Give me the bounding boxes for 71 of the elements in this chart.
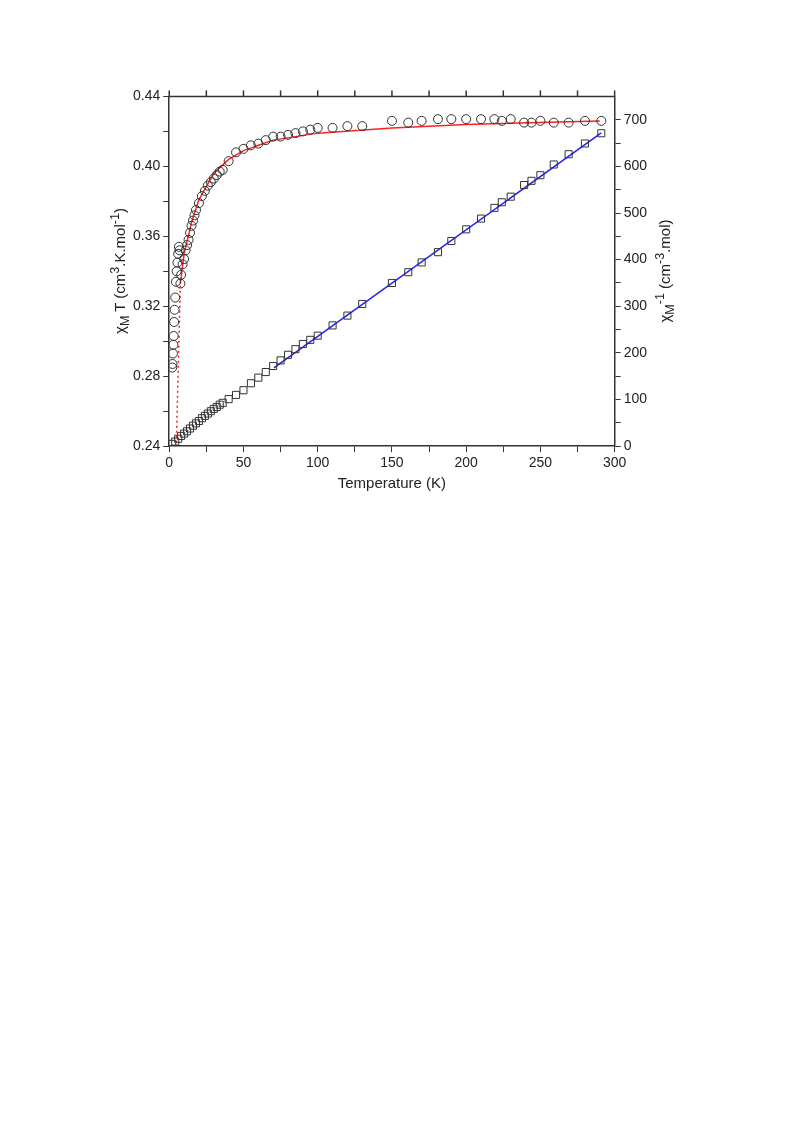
point [269,361,278,371]
point [209,404,218,413]
x-tick-label: 0 [165,454,174,471]
y2-tick-label: 700 [623,110,648,127]
y2-tick-label: 600 [623,157,648,174]
point [200,411,209,420]
point [462,225,471,234]
point [186,424,195,433]
point [291,345,300,354]
point [306,335,315,344]
point [564,150,573,159]
y-tick-label: 0.24 [133,437,161,454]
y2-tick-label: 500 [623,203,648,220]
point [520,180,529,190]
point [497,198,506,207]
x-tick-label: 100 [306,454,330,471]
point [203,409,212,418]
point [283,350,293,359]
point [506,192,515,201]
y-tick-label: 0.40 [133,157,161,174]
point [433,248,442,257]
point [549,160,558,169]
x-tick-label: 300 [602,454,627,471]
y-tick-label: 0.36 [133,227,161,244]
x-tick-label: 150 [380,454,404,471]
y2-tick-label: 300 [623,297,648,314]
y-tick-label: 0.28 [133,367,161,384]
point [261,368,270,377]
x-tick-label: 50 [235,454,252,471]
point [358,299,367,308]
y2-tick-label: 0 [623,437,632,454]
point [224,395,233,404]
y2-tick-label: 200 [623,343,648,360]
point [597,129,606,138]
point [254,373,263,382]
point [197,414,206,423]
point [298,340,307,349]
x-axis-title: Temperature (K) [337,474,447,492]
point [343,311,352,320]
point [194,416,203,426]
point [212,402,221,412]
point [206,407,215,416]
point [232,390,241,399]
point [536,171,545,180]
point [246,379,255,388]
point [174,434,183,443]
point [490,203,499,212]
point [580,139,589,148]
y-tick-label: 0.44 [133,87,161,104]
y-tick-label: 0.32 [133,297,161,314]
point [476,214,486,223]
point [183,427,192,436]
point [417,258,426,267]
x-tick-label: 250 [528,454,553,471]
x-tick-label: 200 [454,454,479,471]
point [313,331,322,340]
point [276,356,285,365]
point [387,278,396,287]
point [215,400,224,409]
point [527,176,536,185]
point [404,268,413,277]
point [218,398,227,407]
point [188,421,198,430]
point [191,419,201,428]
point [180,429,189,438]
y2-tick-label: 100 [623,390,648,407]
point [239,386,248,395]
point [447,236,456,246]
y2-tick-label: 400 [623,250,648,267]
point [328,321,337,330]
point [177,431,186,440]
